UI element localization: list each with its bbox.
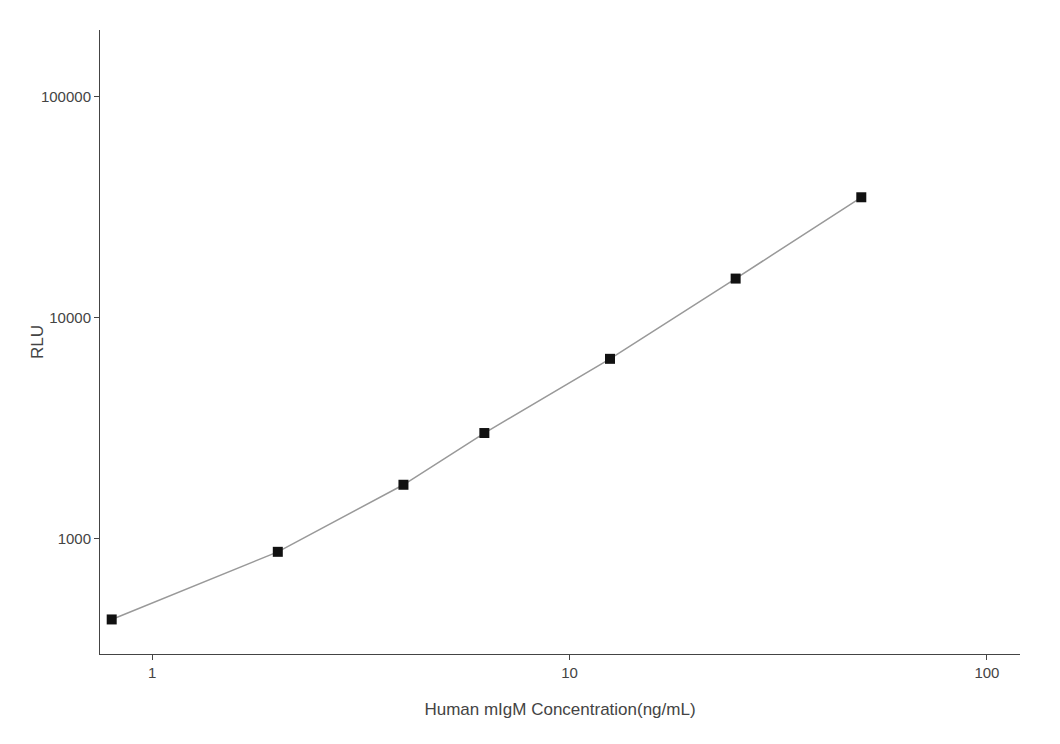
svg-text:1: 1 [148,664,156,681]
svg-text:1000: 1000 [58,530,91,547]
svg-text:100: 100 [974,664,999,681]
svg-text:Human mIgM Concentration(ng/mL: Human mIgM Concentration(ng/mL) [424,700,695,719]
svg-text:10: 10 [561,664,578,681]
svg-text:10000: 10000 [49,309,91,326]
svg-text:100000: 100000 [41,88,91,105]
svg-text:RLU: RLU [28,325,47,359]
